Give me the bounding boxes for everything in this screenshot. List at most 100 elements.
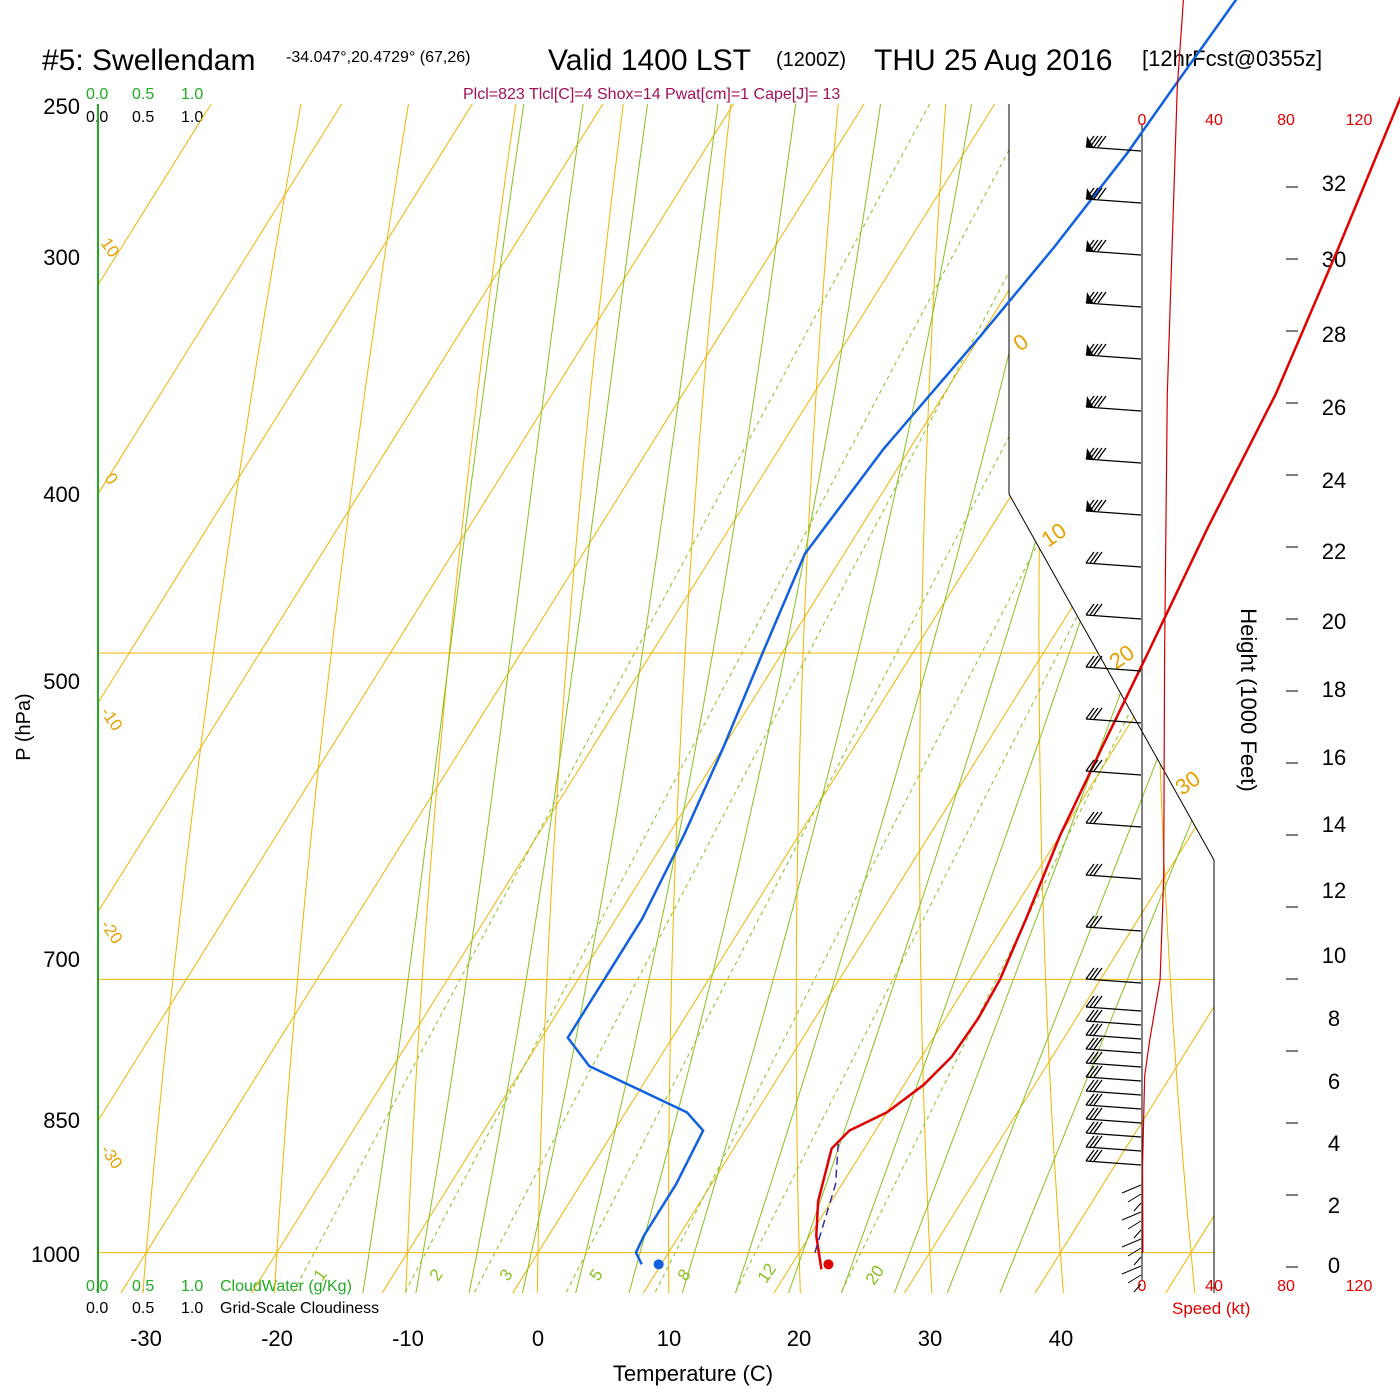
moist-adiabat-line	[564, 104, 982, 1293]
surface-dewpoint-point	[653, 1259, 664, 1270]
mixing-ratio-line	[633, 104, 1214, 1293]
title-valid: Valid 1400 LST	[548, 44, 751, 77]
height-label: 20	[1322, 609, 1346, 634]
pressure-label: 300	[43, 245, 80, 270]
dewpoint-profile	[566, 0, 1238, 1265]
isotherm-line	[1139, 104, 1214, 1293]
cloud-bottom-green-2: 1.0	[181, 1278, 203, 1295]
indices-line: Plcl=823 Tlcl[C]=4 Shox=14 Pwat[cm]=1 Ca…	[463, 86, 840, 103]
isotherm-line	[1008, 104, 1214, 1293]
height-label: 26	[1322, 395, 1346, 420]
moist-adiabat-line	[512, 104, 914, 1293]
moist-adiabat-line	[878, 104, 1214, 1293]
mixing-ratio-label: 5	[586, 1266, 607, 1285]
moist-adiabat-line	[982, 104, 1214, 1293]
dry-adiabat-line	[536, 104, 844, 1293]
isotherm-line	[98, 104, 1214, 1293]
pressure-label: 250	[43, 94, 80, 119]
wind-barb	[1085, 1149, 1142, 1166]
pressure-label: 700	[43, 947, 80, 972]
speed-top-tick-2: 80	[1277, 112, 1295, 129]
dry-adiabat-label: 0	[1009, 329, 1033, 357]
pressure-label: 500	[43, 669, 80, 694]
isotherm-line	[98, 104, 863, 1293]
wind-barb	[1085, 995, 1142, 1012]
wind-barb	[1085, 811, 1142, 828]
mixing-ratio-line	[713, 104, 1214, 1293]
speed-bottom-tick-0: 0	[1138, 1278, 1147, 1295]
height-label: 4	[1328, 1131, 1340, 1156]
wind-barb	[1085, 1009, 1142, 1026]
mixing-ratio-line	[270, 104, 1142, 1293]
wind-barb	[1085, 915, 1142, 932]
mixing-ratio-line	[451, 104, 1214, 1293]
title-utc: (1200Z)	[776, 49, 846, 71]
wind-barb	[1127, 1274, 1142, 1284]
wind-barb	[1133, 1283, 1142, 1293]
isotherm-line	[98, 104, 1214, 1293]
cloudwater-label: CloudWater (g/Kg)	[220, 1278, 352, 1295]
isotherm-label: -20	[97, 916, 127, 947]
height-label: 6	[1328, 1069, 1340, 1094]
moist-adiabat-line	[721, 104, 1214, 1293]
wind-barb	[1085, 395, 1142, 412]
y-axis-title: P (hPa)	[13, 693, 35, 760]
sounding-profiles	[566, 0, 1400, 1270]
isotherm-label: 10	[97, 234, 123, 260]
temperature-profile	[815, 95, 1400, 1270]
wind-barb	[1121, 1265, 1142, 1275]
height-label: 0	[1328, 1253, 1340, 1278]
isotherm-label: -30	[97, 1141, 127, 1172]
wind-barb	[1085, 1135, 1142, 1152]
moist-adiabat-line	[355, 104, 751, 1293]
speed-bottom-tick-2: 80	[1277, 1278, 1295, 1295]
cloud-top-black-2: 1.0	[181, 109, 203, 126]
wind-barb	[1121, 1184, 1142, 1194]
wind-barb	[1085, 707, 1142, 724]
moist-adiabat-line	[460, 104, 854, 1293]
cloud-top-green-0: 0.0	[86, 86, 108, 103]
wind-barb	[1085, 759, 1142, 776]
height-label: 32	[1322, 171, 1346, 196]
x-tick-label: 40	[1049, 1326, 1073, 1351]
cloud-top-green-1: 0.5	[132, 86, 154, 103]
wind-barb	[1085, 1051, 1142, 1068]
x-tick-label: 30	[918, 1326, 942, 1351]
height-label: 18	[1322, 677, 1346, 702]
right-frame-line	[1008, 104, 1215, 1293]
x-axis-title: Temperature (C)	[613, 1361, 773, 1386]
title-forecast: [12hrFcst@0355z]	[1142, 46, 1322, 71]
moist-adiabat-line	[930, 104, 1214, 1293]
wind-barb	[1085, 967, 1142, 984]
x-tick-label: -20	[261, 1326, 293, 1351]
speed-top-tick-0: 0	[1138, 112, 1147, 129]
isotherm-line	[878, 104, 1214, 1293]
isotherm-line	[98, 104, 1214, 1293]
dry-adiabat-line	[919, 104, 1105, 1293]
wind-barb	[1085, 447, 1142, 464]
cloud-bottom-black-1: 0.5	[132, 1300, 154, 1317]
speed-bottom-tick-3: 120	[1346, 1278, 1373, 1295]
speed-axis-label: Speed (kt)	[1172, 1299, 1250, 1318]
dry-adiabat-line	[271, 104, 670, 1293]
wind-barb	[1085, 239, 1142, 256]
title-date: THU 25 Aug 2016	[874, 44, 1113, 77]
surface-temperature-point	[823, 1259, 834, 1270]
wind-speed-line	[1141, 0, 1184, 1253]
cloud-bottom-black-2: 1.0	[181, 1300, 203, 1317]
wind-barb	[1085, 863, 1142, 880]
wind-barb	[1085, 187, 1142, 204]
dry-adiabat-line	[667, 104, 931, 1293]
plot-frame	[97, 104, 1298, 1293]
moist-adiabat-line	[407, 104, 800, 1293]
x-tick-label: -30	[130, 1326, 162, 1351]
wind-barb	[1085, 1037, 1142, 1054]
cloud-bottom-black-0: 0.0	[86, 1300, 108, 1317]
moist-adiabat-line	[616, 104, 1061, 1293]
height-label: 12	[1322, 878, 1346, 903]
cloud-top-black-1: 0.5	[132, 109, 154, 126]
wind-barb	[1121, 1211, 1142, 1221]
isotherm-line	[486, 104, 1214, 1293]
isotherm-line	[225, 104, 1214, 1293]
